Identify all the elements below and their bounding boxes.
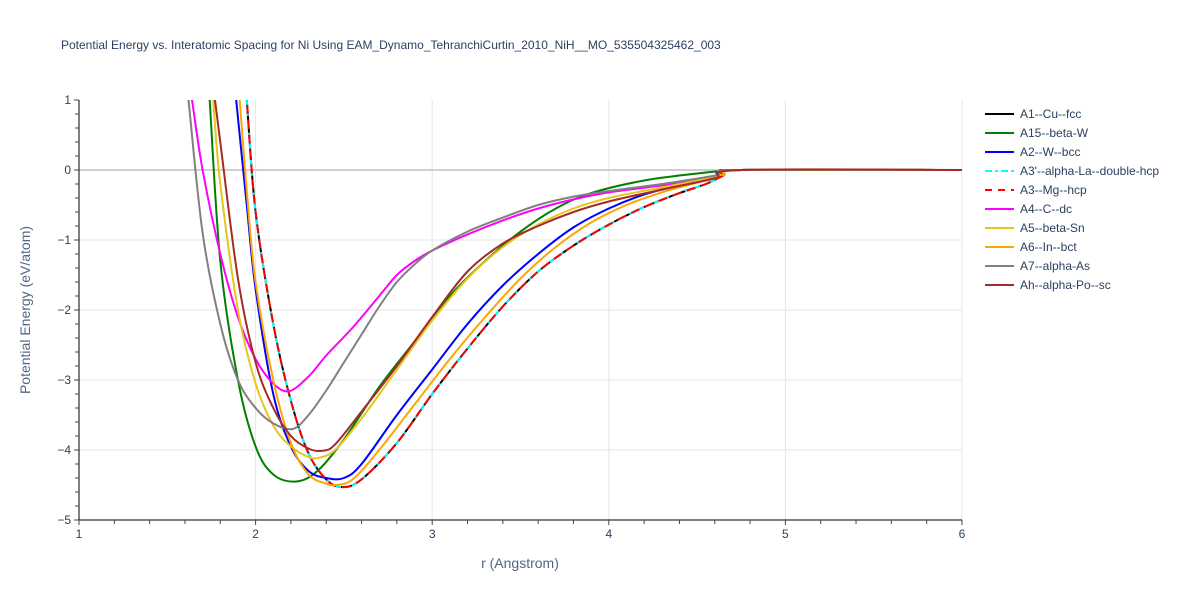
legend-item[interactable]: A6--In--bct [984, 237, 1159, 256]
legend-label: A3--Mg--hcp [1020, 182, 1087, 197]
x-tick-label: 1 [76, 527, 83, 541]
x-tick-label: 6 [959, 527, 966, 541]
legend: A1--Cu--fcc A15--beta-W A2--W--bcc A3'--alp… [984, 104, 1159, 294]
series-line-a7-alpha-as [187, 100, 962, 431]
legend-item[interactable]: A3'--alpha-La--double-hcp [984, 161, 1159, 180]
legend-label: A7--alpha-As [1020, 258, 1091, 273]
legend-label: A3'--alpha-La--double-hcp [1020, 163, 1160, 178]
legend-line-icon [985, 283, 1014, 286]
legend-item[interactable]: A3--Mg--hcp [984, 180, 1159, 199]
legend-line-icon [985, 112, 1014, 115]
series-line-a6-in-bct [238, 100, 962, 487]
legend-line-icon [985, 131, 1014, 134]
legend-line-icon [985, 150, 1014, 153]
legend-label: Ah--alpha-Po--sc [1020, 277, 1111, 292]
legend-item[interactable]: A7--alpha-As [984, 256, 1159, 275]
gridlines [79, 100, 963, 520]
legend-item[interactable]: Ah--alpha-Po--sc [984, 275, 1159, 294]
legend-line-icon [985, 226, 1014, 229]
y-tick-label: −5 [57, 513, 71, 527]
x-tick-label: 3 [429, 527, 436, 541]
legend-label: A5--beta-Sn [1020, 220, 1085, 235]
series-lines [187, 100, 962, 489]
series-line-a2-w-bcc [235, 100, 962, 481]
legend-label: A4--C--dc [1020, 201, 1073, 216]
series-line-ah-alpha-po-sc [213, 100, 962, 453]
y-tick-label: 1 [64, 93, 71, 107]
chart-title: Potential Energy vs. Interatomic Spacing… [61, 38, 721, 52]
legend-label: A6--In--bct [1020, 239, 1077, 254]
legend-item[interactable]: A5--beta-Sn [984, 218, 1159, 237]
series-line-a4-c-dc [191, 100, 962, 393]
x-tick-label: 5 [782, 527, 789, 541]
legend-label: A2--W--bcc [1020, 144, 1081, 159]
x-tick-label: 4 [605, 527, 612, 541]
y-axis-title: Potential Energy (eV/atom) [17, 226, 33, 394]
series-line-a15-beta-w [208, 100, 962, 483]
x-axis-title: r (Angstrom) [481, 555, 559, 571]
legend-line-icon [985, 188, 1014, 191]
legend-item[interactable]: A4--C--dc [984, 199, 1159, 218]
axes: 1 2 3 4 5 6 1 0 −1 −2 −3 −4 −5 [57, 93, 965, 541]
legend-line-icon [985, 264, 1014, 267]
legend-label: A1--Cu--fcc [1020, 106, 1082, 121]
legend-line-icon [985, 245, 1014, 248]
legend-item[interactable]: A1--Cu--fcc [984, 104, 1159, 123]
y-tick-label: −2 [57, 303, 71, 317]
legend-line-icon [985, 169, 1014, 172]
legend-item[interactable]: A15--beta-W [984, 123, 1159, 142]
legend-item[interactable]: A2--W--bcc [984, 142, 1159, 161]
series-line-a3-mg-hcp [245, 100, 962, 489]
y-tick-label: 0 [64, 163, 71, 177]
series-line-a5-beta-sn [212, 100, 962, 460]
legend-line-icon [985, 207, 1014, 210]
y-tick-label: −4 [57, 443, 71, 457]
x-tick-label: 2 [252, 527, 259, 541]
legend-label: A15--beta-W [1020, 125, 1089, 140]
y-tick-label: −3 [57, 373, 71, 387]
y-tick-label: −1 [57, 233, 71, 247]
